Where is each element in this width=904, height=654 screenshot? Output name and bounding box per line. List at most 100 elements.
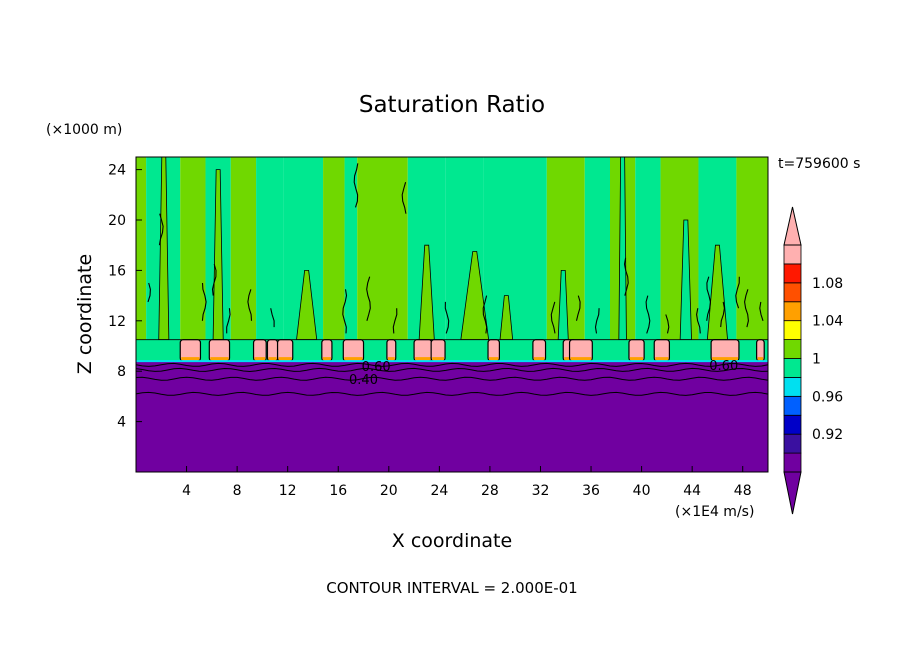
- colorbar-segment-6: [783, 339, 802, 359]
- y-unit-label: (×1000 m): [46, 122, 122, 138]
- colorbar: 1.08 1.04 1 0.96 0.92: [783, 206, 843, 515]
- contour-line-3: [135, 362, 769, 367]
- moist-wisp-22: [720, 301, 725, 328]
- cloud-base-3: [268, 357, 277, 361]
- cloud-base-11: [533, 357, 545, 361]
- y-tick-label-4: 4: [117, 415, 126, 431]
- field-column-2: [180, 157, 206, 340]
- cloud-base-0: [181, 357, 200, 361]
- colorbar-tick-label-2: 1: [812, 352, 821, 368]
- contour-line-2: [135, 367, 769, 373]
- x-tick-label-36: 36: [582, 483, 600, 499]
- field-column-17: [635, 157, 661, 340]
- moist-wisp-4: [226, 308, 231, 334]
- colorbar-segment-8: [783, 301, 802, 322]
- colorbar-tick-label-1: 1.04: [812, 314, 843, 330]
- x-tick-label-24: 24: [430, 483, 448, 499]
- colorbar-lower-arrow: [783, 471, 802, 515]
- chart-title: Saturation Ratio: [359, 92, 545, 118]
- plume-7: [618, 156, 627, 341]
- moist-wisp-3: [211, 263, 217, 296]
- moist-wisp-7: [342, 289, 348, 334]
- cloud-base-13: [570, 357, 592, 361]
- moist-wisp-12: [444, 301, 450, 334]
- contour-line-1: [135, 376, 769, 381]
- field-column-9: [344, 157, 358, 340]
- field-column-13: [483, 157, 547, 340]
- moist-wisp-15: [575, 295, 581, 321]
- moist-wisp-19: [665, 314, 670, 334]
- moist-wisp-14: [550, 301, 556, 334]
- contour-label-0: 0.60: [362, 360, 391, 375]
- y-tick-label-12: 12: [108, 314, 126, 330]
- x-tick-label-28: 28: [481, 483, 499, 499]
- field-column-18: [660, 157, 699, 340]
- contour-label-2: 0.60: [709, 359, 738, 374]
- cloud-base-17: [757, 357, 764, 361]
- contour-lines: [135, 163, 769, 396]
- colorbar-upper-arrow: [783, 206, 802, 246]
- moist-wisp-6: [270, 308, 275, 328]
- cloud-base-16: [712, 357, 738, 361]
- moist-wisp-24: [744, 289, 749, 328]
- moist-wisp-25: [759, 301, 764, 321]
- y-tick-label-20: 20: [108, 213, 126, 229]
- cloud-base-7: [387, 357, 395, 361]
- colorbar-segment-4: [783, 377, 802, 397]
- cloud-base-5: [322, 357, 331, 361]
- cloud-base-9: [432, 357, 445, 361]
- plot-frame: [135, 156, 769, 473]
- x-axis: 4 8 12 16 20 24 28 32 36 40 44 48: [182, 466, 752, 499]
- contour-line-0: [135, 391, 769, 396]
- x-tick-label-8: 8: [233, 483, 242, 499]
- moist-wisp-9: [366, 276, 371, 321]
- cloud-base-10: [489, 357, 499, 361]
- colorbar-segment-11: [783, 244, 802, 265]
- y-tick-label-24: 24: [108, 163, 126, 179]
- cloud-base-2: [254, 357, 266, 361]
- moist-wisp-20: [696, 308, 701, 334]
- moist-wisp-5: [247, 289, 253, 321]
- y-tick-label-8: 8: [117, 364, 126, 380]
- x-axis-label: X coordinate: [392, 530, 512, 552]
- x-tick-label-32: 32: [532, 483, 550, 499]
- cloud-base-4: [278, 357, 292, 361]
- field-column-6: [283, 157, 294, 340]
- field-column-0: [136, 157, 147, 340]
- saturation-field: [136, 156, 768, 472]
- x-unit-label: (×1E4 m/s): [675, 504, 754, 520]
- field-column-15: [584, 157, 610, 340]
- x-tick-label-4: 4: [182, 483, 191, 499]
- colorbar-tick-label-3: 0.96: [812, 389, 843, 405]
- field-column-20: [736, 157, 768, 340]
- colorbar-segment-10: [783, 263, 802, 284]
- moist-wisp-16: [594, 308, 600, 334]
- y-axis: 4 8 12 16 20 24: [108, 163, 142, 431]
- x-tick-label-12: 12: [279, 483, 297, 499]
- field-column-4: [230, 157, 257, 340]
- x-tick-label-16: 16: [329, 483, 347, 499]
- moist-wisp-21: [706, 276, 711, 321]
- x-tick-label-44: 44: [683, 483, 701, 499]
- y-tick-label-16: 16: [108, 263, 126, 279]
- moist-wisp-13: [482, 295, 488, 334]
- field-column-8: [323, 157, 345, 340]
- colorbar-tick-label-4: 0.92: [812, 427, 843, 443]
- moist-wisp-8: [353, 163, 359, 208]
- time-label: t=759600 s: [778, 156, 860, 172]
- moist-wisp-0: [147, 282, 151, 303]
- moist-wisp-2: [201, 282, 207, 321]
- field-column-5: [256, 157, 284, 340]
- x-tick-label-40: 40: [633, 483, 651, 499]
- contour-label-1: 0.40: [349, 373, 378, 388]
- colorbar-segment-2: [783, 414, 802, 435]
- contour-interval-footer: CONTOUR INTERVAL = 2.000E-01: [326, 579, 577, 597]
- colorbar-segment-1: [783, 433, 802, 454]
- moist-wisp-10: [392, 308, 398, 334]
- cloud-base-6: [344, 357, 363, 361]
- cloud-base-8: [415, 357, 431, 361]
- moist-wisp-11: [401, 182, 407, 214]
- field-column-10: [357, 157, 408, 340]
- colorbar-segment-3: [783, 395, 802, 416]
